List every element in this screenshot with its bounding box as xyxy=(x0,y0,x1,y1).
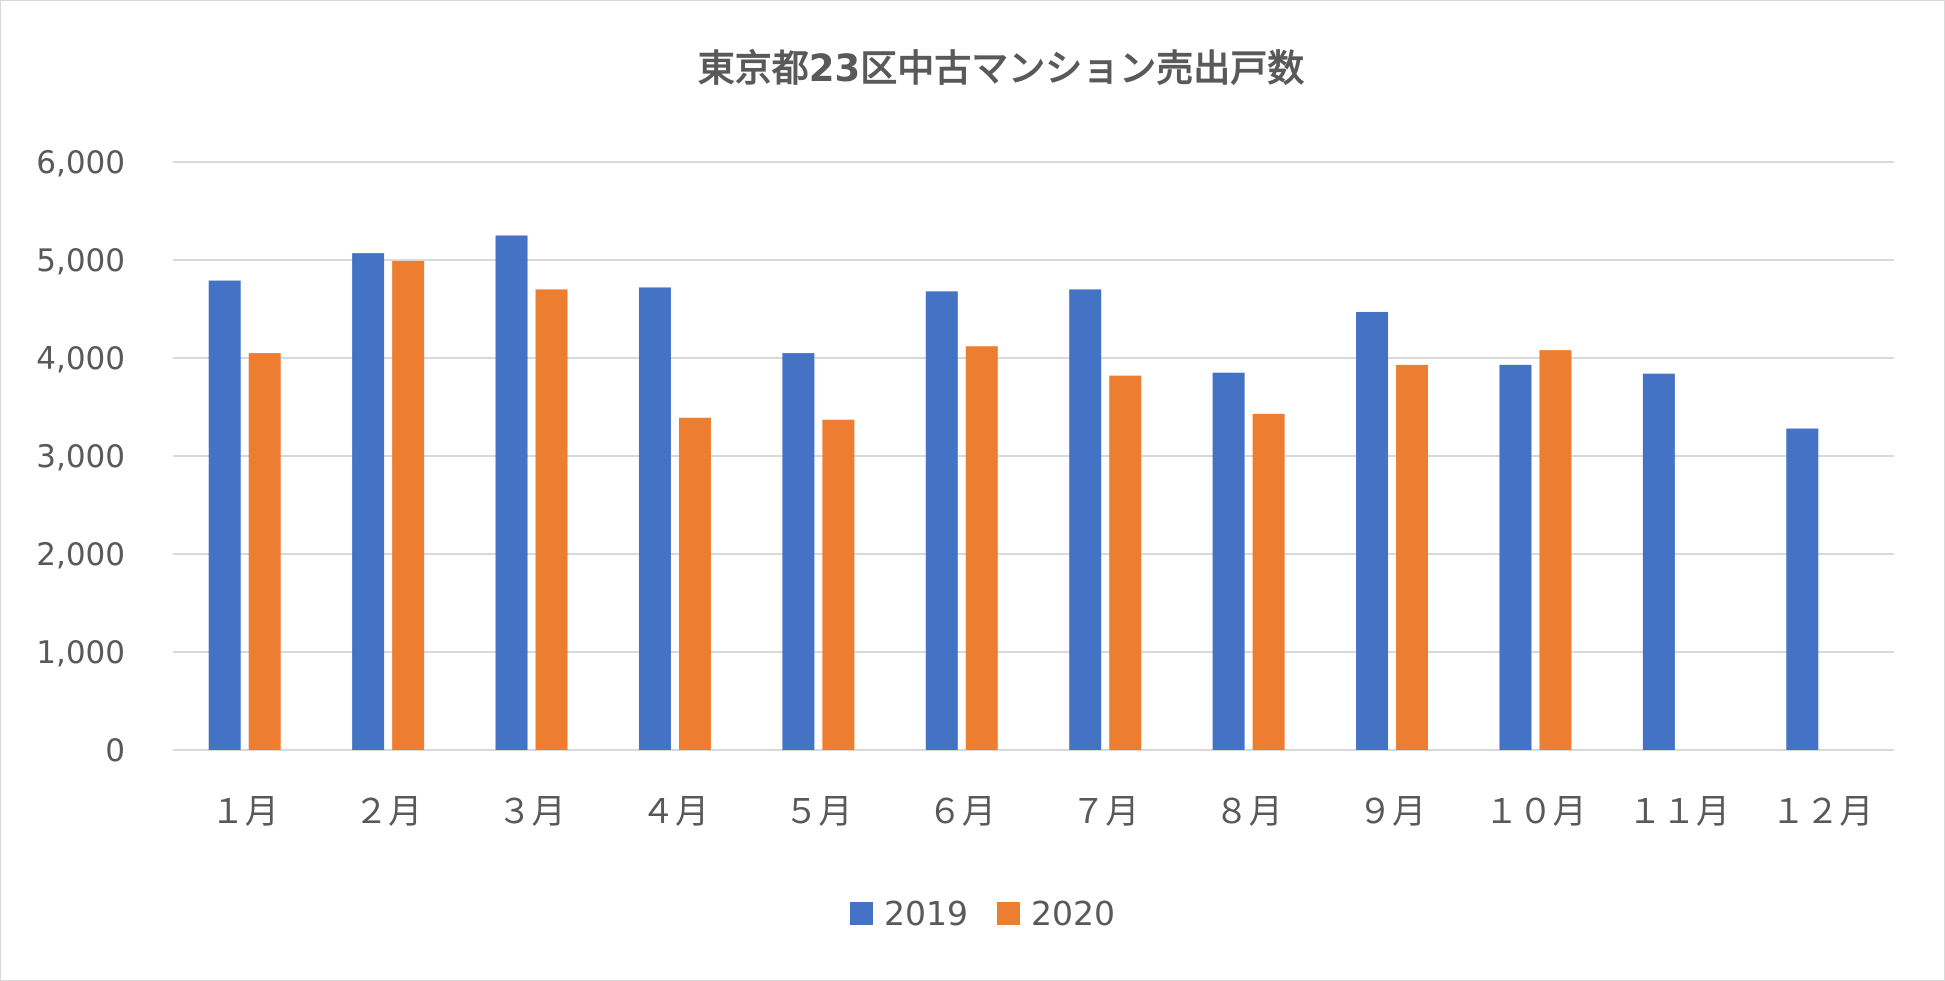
legend-label: 2020 xyxy=(1031,894,1115,933)
bar-2019-10 xyxy=(1499,364,1532,750)
bar-2020-8 xyxy=(1252,413,1285,750)
x-tick-label: ２月 xyxy=(354,792,422,832)
y-tick-label: 1,000 xyxy=(36,635,125,671)
y-tick-label: 4,000 xyxy=(36,341,125,377)
bar-2020-1 xyxy=(248,353,281,750)
y-tick-label: 3,000 xyxy=(36,439,125,475)
bar-2020-5 xyxy=(822,419,855,750)
x-tick-label: １１月 xyxy=(1628,792,1730,832)
y-tick-label: 0 xyxy=(105,733,125,769)
bar-2019-11 xyxy=(1642,373,1675,750)
bar-2019-7 xyxy=(1069,289,1102,750)
chart-title: 東京都23区中古マンション売出戸数 xyxy=(698,47,1305,90)
bar-2020-7 xyxy=(1109,375,1142,750)
x-axis-ticks: １月 ２月 ３月 ４月 ５月 ６月 ７月 ８月 ９月 １０月 １１月 １２月 xyxy=(211,792,1874,832)
y-tick-label: 5,000 xyxy=(36,243,125,279)
y-axis-ticks: 0 1,000 2,000 3,000 4,000 5,000 6,000 xyxy=(36,145,125,769)
bar-2019-4 xyxy=(638,287,671,750)
x-tick-label: ９月 xyxy=(1358,792,1426,832)
x-tick-label: ４月 xyxy=(641,792,709,832)
bar-2019-2 xyxy=(352,253,385,750)
bar-2019-1 xyxy=(208,280,241,750)
legend-label: 2019 xyxy=(884,894,968,933)
bars xyxy=(208,235,1819,750)
bar-2020-2 xyxy=(392,260,425,750)
bar-2019-8 xyxy=(1212,372,1245,750)
x-tick-label: ６月 xyxy=(928,792,996,832)
x-tick-label: ７月 xyxy=(1071,792,1139,832)
legend-swatch-2020 xyxy=(997,902,1020,925)
y-tick-label: 6,000 xyxy=(36,145,125,181)
bar-2020-4 xyxy=(678,417,711,750)
x-tick-label: ８月 xyxy=(1215,792,1283,832)
x-tick-label: １２月 xyxy=(1771,792,1873,832)
x-tick-label: １０月 xyxy=(1484,792,1586,832)
bar-2019-6 xyxy=(925,291,958,750)
bar-2020-10 xyxy=(1539,350,1572,750)
bar-2019-3 xyxy=(495,235,528,750)
x-tick-label: ５月 xyxy=(784,792,852,832)
bar-2019-9 xyxy=(1356,311,1389,750)
bar-2019-5 xyxy=(782,353,815,750)
bar-2020-9 xyxy=(1396,364,1429,750)
gridlines xyxy=(173,161,1894,751)
y-tick-label: 2,000 xyxy=(36,537,125,573)
legend-swatch-2019 xyxy=(850,902,873,925)
x-tick-label: ３月 xyxy=(498,792,566,832)
legend: 2019 2020 xyxy=(850,894,1115,933)
bar-2020-3 xyxy=(535,289,568,750)
bar-2020-6 xyxy=(965,346,998,750)
x-tick-label: １月 xyxy=(211,792,279,832)
bar-2019-12 xyxy=(1786,428,1819,750)
